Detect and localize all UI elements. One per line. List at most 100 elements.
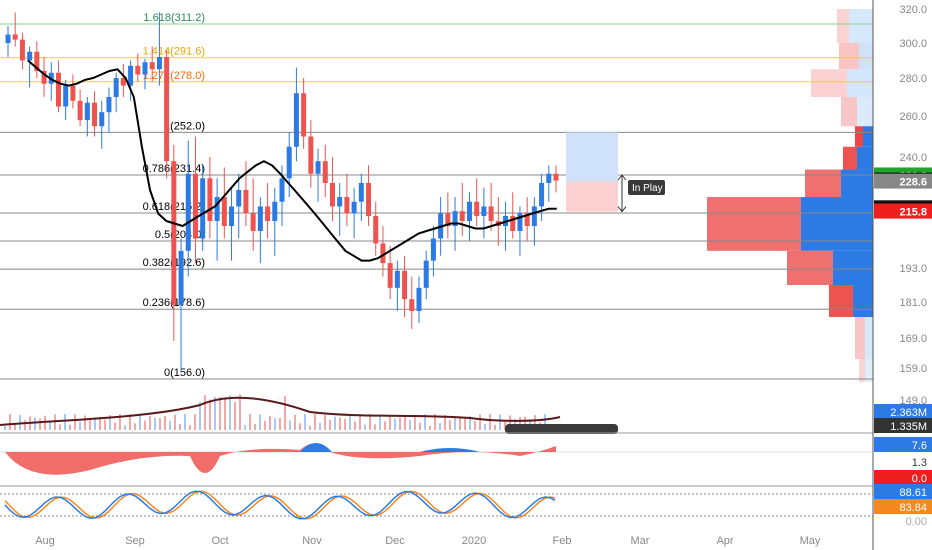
price-badge	[874, 203, 932, 219]
candle-body	[142, 62, 148, 75]
candle-body	[481, 206, 487, 216]
stochastic-panel	[0, 490, 873, 520]
candle-body	[221, 197, 227, 226]
candle-body	[27, 51, 33, 61]
profile-bar-buy	[849, 9, 873, 43]
scroll-handle	[505, 424, 618, 434]
candle-body	[77, 100, 83, 121]
profile-bar-buy	[865, 317, 873, 359]
panel-badge-label: 83.84	[899, 502, 927, 514]
candle-body	[329, 182, 335, 207]
profile-bar-buy	[865, 359, 873, 382]
position-tool[interactable]: In Play	[566, 132, 665, 213]
candle-body	[474, 201, 480, 216]
profile-bar-buy	[863, 126, 873, 147]
candle-body	[156, 57, 162, 70]
in-play-label: In Play	[632, 183, 663, 194]
price-tick-label: 159.0	[899, 363, 927, 375]
time-tick-label: Dec	[385, 535, 405, 547]
profile-bar-sell	[855, 317, 865, 359]
price-tick-label: 300.0	[899, 38, 927, 50]
candle-body	[546, 173, 552, 183]
candle-body	[315, 161, 321, 174]
candle-body	[553, 173, 559, 181]
candle-body	[272, 201, 278, 221]
candle-body	[452, 211, 458, 226]
profile-bar-sell	[839, 43, 859, 70]
panel-badge-label: 1.335M	[890, 421, 927, 433]
profile-bar-sell	[787, 250, 833, 285]
candlestick-series	[5, 12, 559, 372]
candle-body	[128, 65, 134, 86]
panel-badge	[874, 437, 932, 452]
in-play-badge	[628, 180, 665, 195]
candle-body	[466, 201, 472, 221]
candle-body	[337, 197, 343, 207]
panel-badge-label: 1.3	[912, 457, 927, 469]
candle-body	[185, 173, 191, 251]
candle-body	[301, 93, 307, 137]
profile-bar-sell	[811, 69, 847, 97]
price-tick-label: 169.0	[899, 333, 927, 345]
profile-bar-sell	[829, 285, 853, 317]
candle-body	[149, 62, 155, 70]
candle-body	[41, 71, 47, 84]
candle-body	[214, 197, 220, 221]
profile-bar-buy	[847, 69, 873, 97]
profile-bar-sell	[707, 197, 801, 251]
candle-body	[257, 206, 263, 231]
ma-path	[27, 59, 557, 262]
candle-body	[135, 65, 141, 75]
candle-body	[459, 211, 465, 221]
candle-body	[63, 85, 69, 107]
candle-body	[120, 78, 126, 86]
price-tick-label: 240.0	[899, 152, 927, 164]
stoch-d-line	[4, 490, 556, 520]
profile-bar-sell	[805, 169, 841, 198]
fib-label: 0(156.0)	[164, 367, 205, 379]
candle-body	[5, 34, 11, 43]
fib-label: 1(252.0)	[164, 120, 205, 132]
price-tick-label: 181.0	[899, 297, 927, 309]
time-tick-label: Nov	[302, 535, 322, 547]
macd-hist-positive	[300, 443, 480, 452]
profile-bar-buy	[857, 146, 873, 170]
profile-bar-sell	[855, 126, 863, 147]
time-tick-label: Aug	[35, 535, 55, 547]
price-tick-label: 260.0	[899, 111, 927, 123]
time-tick-label: Feb	[553, 535, 572, 547]
candle-body	[445, 213, 451, 226]
volume-histogram	[0, 394, 873, 434]
price-badge-label: 215.8	[899, 207, 927, 219]
panel-badge	[874, 499, 932, 514]
candle-body	[524, 213, 530, 226]
time-tick-label: Sep	[125, 535, 145, 547]
profile-bar-buy	[857, 97, 873, 127]
candle-body	[113, 78, 119, 97]
fib-label: 1.414(291.6)	[143, 46, 205, 58]
panel-badge-label: 0.0	[912, 473, 927, 485]
candle-body	[394, 270, 400, 288]
profile-bar-buy	[859, 43, 873, 70]
profile-bar-sell	[841, 97, 857, 127]
macd-panel	[0, 443, 873, 487]
panel-badge-label: 88.61	[899, 487, 927, 499]
time-tick-label: 2020	[462, 535, 486, 547]
candle-body	[423, 260, 429, 288]
panel-badge	[874, 418, 932, 433]
candle-body	[351, 201, 357, 214]
profile-bar-sell	[859, 359, 865, 382]
time-tick-label: Mar	[631, 535, 650, 547]
candle-body	[243, 190, 249, 214]
candle-body	[380, 243, 386, 264]
price-axis[interactable]: 320.0 300.0 280.0 260.0 240.0 193.0 181.0 169.0…	[872, 0, 932, 550]
fib-label: 1.618(311.2)	[143, 12, 205, 24]
profile-bar-sell	[837, 9, 849, 43]
candle-body	[373, 216, 379, 244]
stop-zone	[566, 181, 618, 212]
price-tick-label: 280.0	[899, 73, 927, 85]
panel-badge-label: 7.6	[912, 440, 927, 452]
time-axis[interactable]: Aug Sep Oct Nov Dec 2020 Feb Mar Apr May	[35, 535, 821, 547]
panel-badge	[874, 470, 932, 485]
